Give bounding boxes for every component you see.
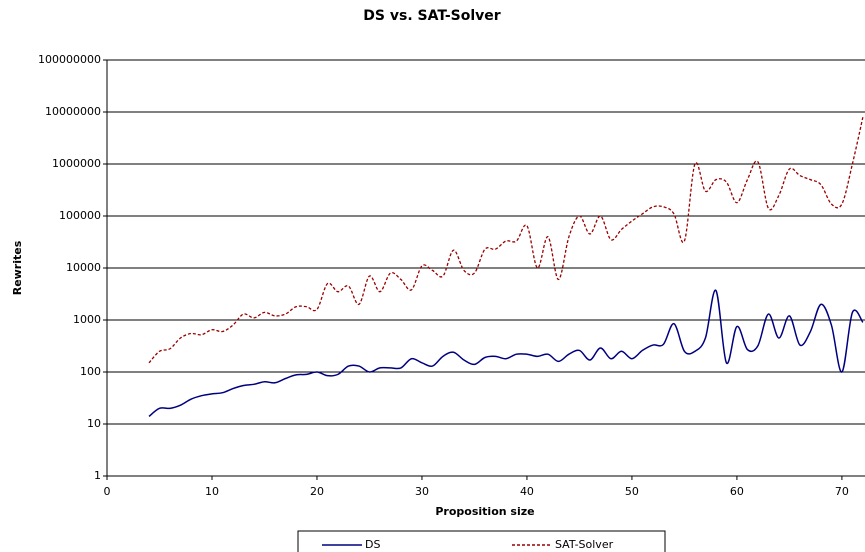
x-tick-label: 0 xyxy=(104,485,111,498)
y-tick-label: 10000 xyxy=(66,261,101,274)
y-tick-label: 1 xyxy=(94,469,101,482)
x-tick-label: 30 xyxy=(415,485,429,498)
y-tick-label: 100000 xyxy=(59,209,101,222)
y-tick-label: 1000 xyxy=(73,313,101,326)
y-tick-label: 100000000 xyxy=(38,53,101,66)
legend-box xyxy=(297,530,666,552)
y-tick-label: 1000000 xyxy=(52,157,101,170)
x-tick-label: 40 xyxy=(520,485,534,498)
x-tick-label: 50 xyxy=(625,485,639,498)
series-line xyxy=(148,116,864,364)
y-tick-label: 10000000 xyxy=(45,105,101,118)
x-tick-label: 20 xyxy=(310,485,324,498)
chart-title: DS vs. SAT-Solver xyxy=(363,8,500,24)
series-line xyxy=(148,289,864,417)
x-tick-label: 60 xyxy=(730,485,744,498)
x-tick-label: 10 xyxy=(205,485,219,498)
legend-label: SAT-Solver xyxy=(555,538,614,551)
x-tick-label: 70 xyxy=(835,485,849,498)
legend-label: DS xyxy=(365,538,380,551)
x-axis-title: Proposition size xyxy=(435,505,534,518)
y-tick-label: 10 xyxy=(87,417,101,430)
y-axis-title: Rewrites xyxy=(11,240,24,295)
y-tick-label: 100 xyxy=(80,365,101,378)
